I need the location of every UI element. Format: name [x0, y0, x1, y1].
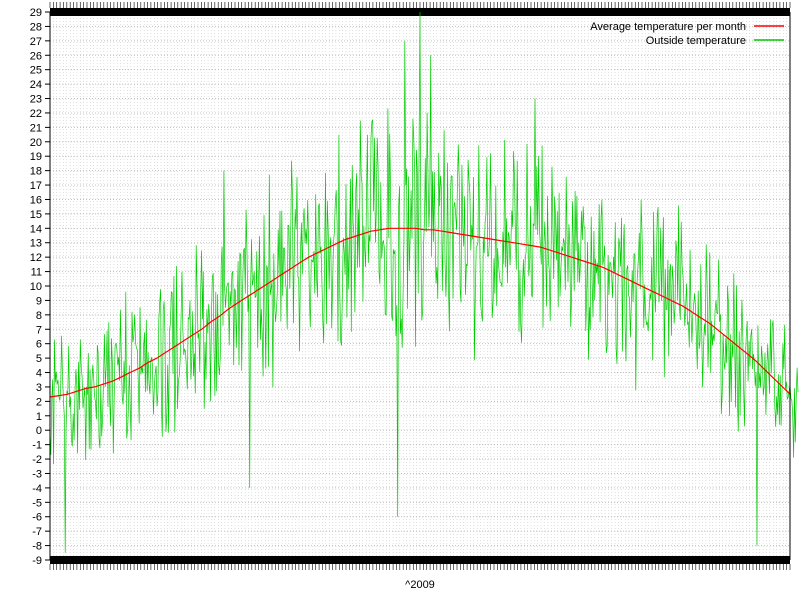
svg-text:3: 3: [36, 382, 42, 394]
svg-text:10: 10: [30, 281, 42, 293]
svg-text:5: 5: [36, 353, 42, 365]
svg-text:21: 21: [30, 122, 42, 134]
svg-text:4: 4: [36, 368, 42, 380]
svg-text:28: 28: [30, 21, 42, 33]
svg-text:13: 13: [30, 238, 42, 250]
svg-text:18: 18: [30, 166, 42, 178]
svg-text:14: 14: [30, 223, 42, 235]
svg-text:-7: -7: [32, 526, 42, 538]
svg-text:8: 8: [36, 310, 42, 322]
svg-text:15: 15: [30, 209, 42, 221]
svg-text:-4: -4: [32, 483, 42, 495]
svg-text:22: 22: [30, 108, 42, 120]
svg-text:17: 17: [30, 180, 42, 192]
svg-text:20: 20: [30, 137, 42, 149]
svg-text:6: 6: [36, 339, 42, 351]
svg-text:-3: -3: [32, 468, 42, 480]
svg-text:29: 29: [30, 7, 42, 19]
svg-text:24: 24: [30, 79, 42, 91]
legend-label: Average temperature per month: [590, 21, 746, 33]
svg-text:9: 9: [36, 295, 42, 307]
svg-text:-1: -1: [32, 440, 42, 452]
svg-text:11: 11: [31, 267, 42, 279]
svg-text:-8: -8: [32, 541, 42, 553]
chart-svg: -9-8-7-6-5-4-3-2-10123456789101112131415…: [0, 0, 800, 600]
svg-text:16: 16: [30, 194, 42, 206]
svg-text:7: 7: [36, 324, 42, 336]
svg-text:19: 19: [30, 151, 42, 163]
bottom-border-bar: [50, 556, 790, 564]
svg-text:25: 25: [30, 65, 42, 77]
x-axis-label: ^2009: [405, 579, 435, 591]
svg-text:26: 26: [30, 50, 42, 62]
svg-text:-2: -2: [32, 454, 42, 466]
svg-text:-5: -5: [32, 497, 42, 509]
temperature-chart: -9-8-7-6-5-4-3-2-10123456789101112131415…: [0, 0, 800, 600]
legend-label: Outside temperature: [646, 35, 746, 47]
svg-text:12: 12: [30, 252, 42, 264]
svg-text:0: 0: [36, 425, 42, 437]
svg-text:-9: -9: [32, 555, 42, 567]
svg-text:23: 23: [30, 94, 42, 106]
svg-text:2: 2: [36, 396, 42, 408]
svg-text:1: 1: [36, 411, 42, 423]
svg-text:-6: -6: [32, 512, 42, 524]
svg-text:27: 27: [30, 36, 42, 48]
